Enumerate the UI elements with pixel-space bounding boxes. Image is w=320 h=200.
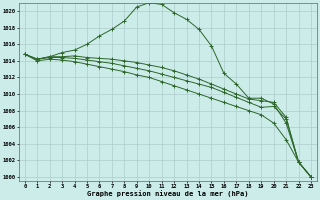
X-axis label: Graphe pression niveau de la mer (hPa): Graphe pression niveau de la mer (hPa): [87, 190, 249, 197]
